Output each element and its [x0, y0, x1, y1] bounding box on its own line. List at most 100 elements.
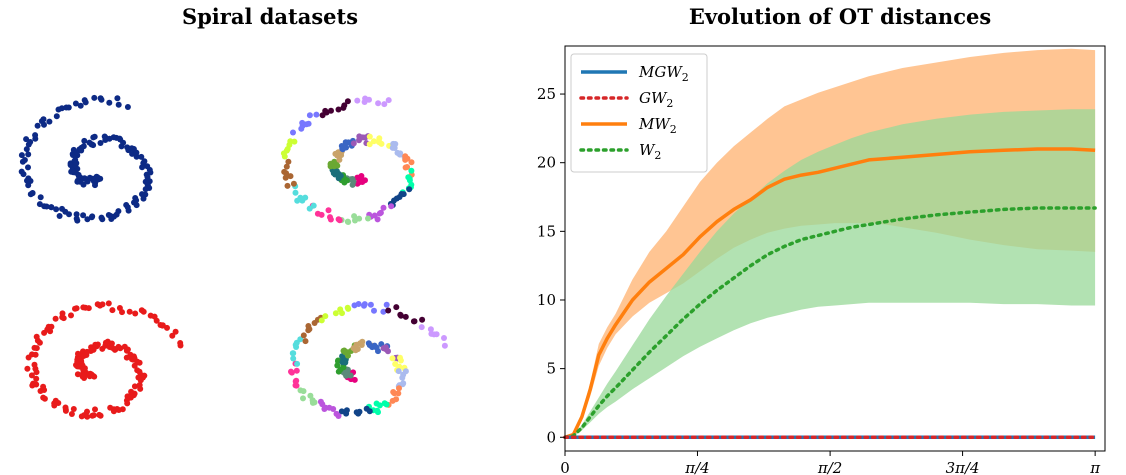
spiral-point — [105, 300, 112, 307]
spiral-point — [381, 400, 388, 407]
spiral-point — [123, 202, 130, 208]
spiral-panel-bottom-left — [24, 300, 184, 420]
spiral-point — [133, 153, 140, 160]
spiral-point — [32, 351, 39, 358]
spiral-point — [362, 134, 369, 141]
spiral-point — [354, 97, 361, 104]
spiral-point — [325, 207, 332, 214]
spiral-point — [374, 216, 381, 223]
spiral-point — [88, 141, 95, 148]
legend: MGW2 GW2 MW2 W2 — [570, 53, 708, 173]
legend-label-gw2: GW2 — [639, 89, 673, 110]
spiral-point — [441, 335, 447, 341]
x-tick-label: 3π/4 — [946, 459, 980, 475]
spiral-point — [53, 206, 60, 213]
spiral-point — [336, 156, 343, 163]
spiral-point — [60, 315, 67, 322]
spiral-point — [284, 182, 291, 189]
spiral-point — [371, 342, 378, 349]
legend-label-mw2: MW2 — [638, 115, 677, 136]
spiral-point — [371, 307, 377, 314]
spiral-point — [32, 132, 39, 139]
spiral-point — [78, 144, 85, 151]
spiral-point — [76, 173, 83, 180]
spiral-point — [294, 360, 301, 367]
spiral-point — [327, 214, 333, 221]
spiral-point — [380, 204, 387, 211]
spiral-point — [18, 152, 25, 159]
spiral-point — [147, 169, 154, 176]
y-axis-ticks: 0 5 10 15 20 25 — [537, 85, 565, 446]
spiral-point — [373, 400, 380, 407]
spiral-point — [25, 164, 31, 171]
x-tick-label: π/4 — [684, 459, 709, 475]
spiral-point — [345, 219, 352, 225]
spiral-point — [338, 408, 345, 415]
spiral-point — [80, 366, 87, 373]
spiral-point — [123, 354, 130, 361]
spiral-point — [21, 157, 28, 163]
spiral-point — [81, 372, 88, 379]
spiral-point — [40, 394, 47, 401]
spiral-point — [138, 153, 145, 160]
spiral-point — [397, 150, 404, 157]
y-tick-label: 25 — [537, 85, 556, 103]
legend-label-w2: W2 — [639, 141, 661, 162]
spiral-point — [355, 179, 362, 186]
spiral-point — [137, 385, 144, 392]
line-w2 — [563, 206, 1097, 440]
spiral-point — [385, 97, 392, 104]
spiral-point — [427, 326, 434, 333]
spiral-point — [62, 404, 69, 411]
spiral-point — [350, 140, 357, 147]
spiral-point — [297, 336, 304, 343]
spiral-point — [380, 308, 387, 315]
spiral-point — [355, 301, 362, 307]
spiral-point — [67, 162, 74, 168]
spiral-point — [375, 409, 381, 416]
spiral-point — [402, 313, 409, 320]
spiral-point — [140, 195, 147, 202]
spiral-point — [328, 107, 334, 114]
spiral-point — [408, 159, 415, 166]
spiral-point — [25, 151, 32, 158]
spiral-point — [142, 178, 149, 185]
spiral-point — [59, 310, 66, 317]
y-tick-label: 15 — [537, 222, 556, 240]
spiral-point — [53, 113, 60, 120]
spiral-point — [356, 133, 363, 140]
spiral-point — [441, 342, 448, 349]
spiral-point — [344, 98, 351, 105]
spiral-point — [90, 346, 97, 353]
spiral-point — [352, 217, 358, 224]
spiral-point — [290, 129, 296, 136]
spiral-point — [99, 301, 106, 308]
spiral-point — [418, 324, 425, 331]
spiral-point — [169, 332, 176, 339]
spiral-point — [300, 395, 306, 402]
spiral-point — [366, 141, 373, 148]
spiral-point — [124, 346, 131, 353]
spiral-point — [24, 365, 31, 372]
spiral-point — [48, 323, 55, 330]
spiral-point — [389, 144, 396, 151]
plot-frame — [564, 45, 1106, 452]
spiral-point — [300, 332, 307, 339]
spiral-point — [107, 404, 114, 411]
spiral-point — [376, 210, 383, 217]
spiral-point — [78, 413, 85, 420]
spiral-datasets-title: Spiral datasets — [181, 4, 359, 29]
spiral-point — [131, 199, 137, 206]
spiral-point — [395, 390, 402, 397]
spiral-point — [385, 348, 391, 355]
spiral-point — [115, 343, 122, 350]
spiral-point — [23, 146, 30, 153]
spiral-point — [365, 215, 371, 222]
spiral-point — [46, 118, 53, 125]
spiral-point — [73, 215, 80, 222]
spiral-point — [305, 120, 312, 127]
spiral-point — [34, 122, 41, 129]
spiral-point — [336, 171, 343, 178]
spiral-point — [33, 375, 40, 382]
spiral-point — [331, 158, 338, 165]
